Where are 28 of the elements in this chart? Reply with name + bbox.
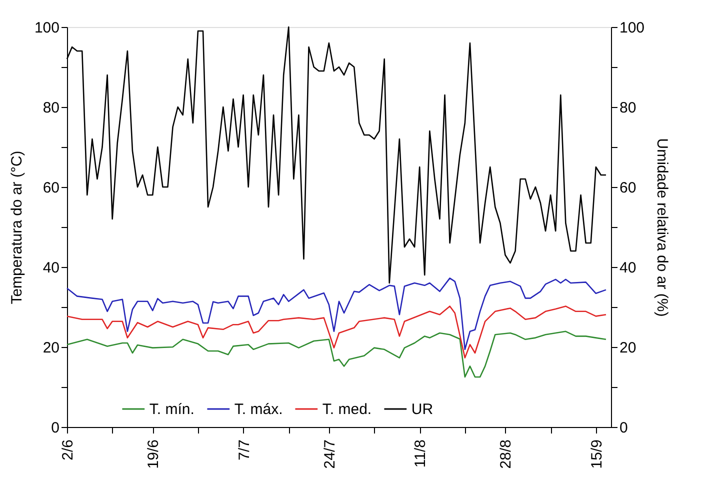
x-tick-label: 7/7 xyxy=(236,440,253,460)
y2-tick-label: 80 xyxy=(620,100,636,116)
y2-tick-label: 60 xyxy=(620,180,636,196)
line-series xyxy=(66,306,607,358)
y-tick-label: 20 xyxy=(42,340,60,356)
y-tick-label: 80 xyxy=(42,100,60,116)
y2-tick-label: 0 xyxy=(620,420,628,436)
y-tick-label: 100 xyxy=(34,20,60,36)
legend-label: T. med. xyxy=(322,401,372,418)
y-tick-label: 0 xyxy=(51,420,60,436)
x-tick-label: 11/8 xyxy=(412,440,430,468)
y2-tick-label: 100 xyxy=(620,20,645,36)
x-tick-label: 28/8 xyxy=(498,440,515,469)
line-series xyxy=(66,330,607,378)
line-series xyxy=(66,278,607,350)
y-axis-title: Temperatura do ar (°C) xyxy=(8,150,26,304)
y-tick-label: 40 xyxy=(42,260,60,276)
legend-label: T. máx. xyxy=(234,401,283,418)
x-tick-label: 19/6 xyxy=(145,440,162,469)
legend-label: UR xyxy=(411,401,434,418)
y-tick-label: 60 xyxy=(42,180,60,196)
x-tick-label: 2/6 xyxy=(60,440,76,460)
y2-tick-label: 40 xyxy=(620,260,636,276)
x-tick-label: 15/9 xyxy=(588,440,606,469)
y2-axis-title: Umidade relativa do ar (%) xyxy=(654,138,671,317)
legend-label: T. mín. xyxy=(149,401,194,418)
x-tick-label: 24/7 xyxy=(321,440,338,469)
y2-tick-label: 20 xyxy=(620,340,636,356)
